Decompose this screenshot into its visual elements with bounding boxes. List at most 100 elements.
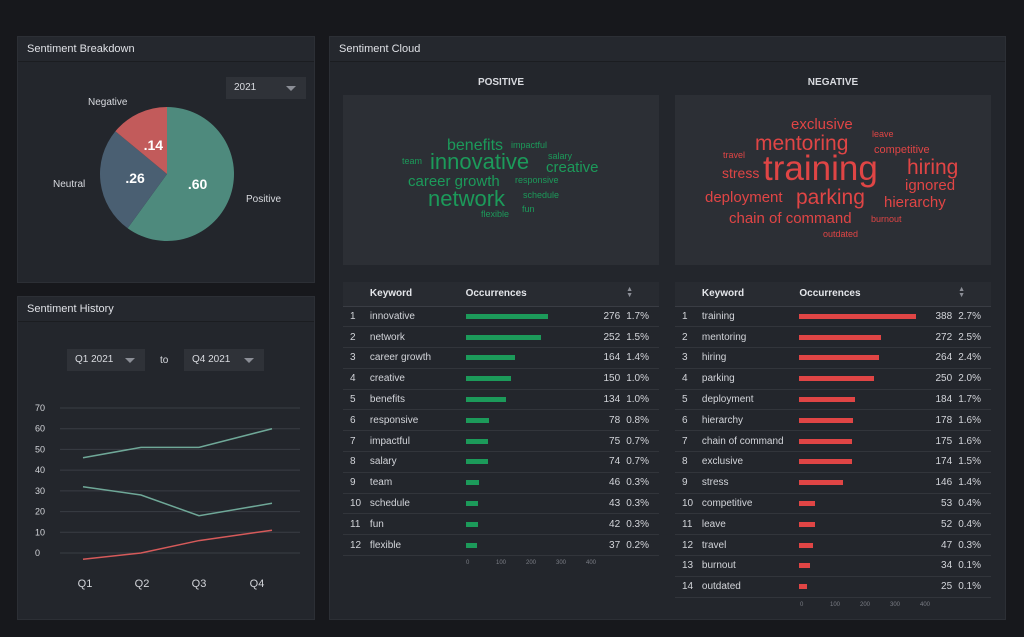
table-row[interactable]: 4 creative 150 1.0% xyxy=(343,368,659,390)
table-row[interactable]: 12 travel 47 0.3% xyxy=(675,534,991,557)
table-row[interactable]: 8 salary 74 0.7% xyxy=(343,451,659,473)
table-row[interactable]: 6 responsive 78 0.8% xyxy=(343,409,659,432)
table-row[interactable]: 5 deployment 184 1.7% xyxy=(675,389,991,411)
count-cell: 52 xyxy=(927,513,959,536)
table-row[interactable]: 9 stress 146 1.4% xyxy=(675,472,991,494)
sort-icon[interactable]: ▲ ▼ xyxy=(626,286,634,300)
bar-cell xyxy=(799,493,928,515)
bar-cell xyxy=(799,513,928,536)
cloud-word: deployment xyxy=(705,189,783,206)
table-row[interactable]: 2 mentoring 272 2.5% xyxy=(675,326,991,349)
table-row[interactable]: 7 chain of command 175 1.6% xyxy=(675,430,991,453)
bar-cell xyxy=(465,493,596,515)
occurrence-bar xyxy=(799,417,853,423)
keyword-cell: benefits xyxy=(369,389,466,411)
percent-cell: 2.0% xyxy=(958,368,991,390)
occurrence-bar xyxy=(799,376,875,382)
rank-header xyxy=(343,282,370,307)
y-tick-label: 10 xyxy=(35,527,45,537)
rank-cell: 11 xyxy=(343,513,370,536)
percent-cell: 2.5% xyxy=(958,326,991,349)
x-tick-label: Q1 xyxy=(78,578,93,590)
table-row[interactable]: 3 career growth 164 1.4% xyxy=(343,347,659,369)
table-row[interactable]: 12 flexible 37 0.2% xyxy=(343,534,659,557)
keyword-cell: innovative xyxy=(369,306,466,328)
pie-slice-negative[interactable] xyxy=(115,107,167,174)
keyword-cell: training xyxy=(701,306,800,328)
cloud-word: innovative xyxy=(430,149,530,174)
count-cell: 47 xyxy=(927,534,959,557)
percent-cell: 1.5% xyxy=(626,326,659,349)
count-cell: 134 xyxy=(595,389,627,411)
occurrence-bar xyxy=(799,542,814,548)
table-row[interactable]: 5 benefits 134 1.0% xyxy=(343,389,659,411)
sort-icon[interactable]: ▲ ▼ xyxy=(958,286,966,300)
table-row[interactable]: 10 schedule 43 0.3% xyxy=(343,493,659,515)
bar-cell xyxy=(465,409,596,432)
occurrence-bar xyxy=(465,480,480,486)
occurrence-bar xyxy=(799,334,881,340)
keyword-cell: flexible xyxy=(369,534,466,557)
keyword-header[interactable]: Keyword xyxy=(369,282,466,307)
year-dropdown[interactable]: 2021 xyxy=(226,77,306,99)
count-cell: 276 xyxy=(595,306,627,328)
bar-cell xyxy=(799,576,928,598)
occurrence-bar xyxy=(465,542,477,548)
percent-cell: 0.3% xyxy=(626,513,659,536)
panel-title: Sentiment History xyxy=(18,297,314,322)
pie-slice-positive[interactable] xyxy=(127,107,235,242)
count-cell: 184 xyxy=(927,389,959,411)
percent-cell: 0.3% xyxy=(958,534,991,557)
sort-header[interactable]: ▲ ▼ xyxy=(626,282,659,307)
cloud-word: burnout xyxy=(871,214,902,224)
occurrences-header[interactable]: Occurrences xyxy=(799,282,928,307)
table-row[interactable]: 2 network 252 1.5% xyxy=(343,326,659,349)
table-row[interactable]: 8 exclusive 174 1.5% xyxy=(675,451,991,473)
keyword-cell: team xyxy=(369,472,466,494)
percent-cell: 1.6% xyxy=(958,430,991,453)
count-cell: 264 xyxy=(927,347,959,369)
table-row[interactable]: 11 leave 52 0.4% xyxy=(675,513,991,536)
occurrences-header[interactable]: Occurrences xyxy=(465,282,596,307)
table-row[interactable]: 1 training 388 2.7% xyxy=(675,306,991,328)
pie-slice-neutral[interactable] xyxy=(99,131,167,229)
chevron-down-icon xyxy=(125,358,135,363)
percent-cell: 0.2% xyxy=(626,534,659,557)
y-tick-label: 50 xyxy=(35,444,45,454)
rank-cell: 6 xyxy=(675,409,702,432)
positive-keyword-table: Keyword Occurrences ▲ ▼ 1 innovative 276 1.7… xyxy=(343,282,659,557)
to-quarter-dropdown[interactable]: Q4 2021 xyxy=(184,349,264,371)
sort-header[interactable]: ▲ ▼ xyxy=(958,282,991,307)
count-cell: 34 xyxy=(927,555,959,577)
rank-cell: 6 xyxy=(343,409,370,432)
keyword-header[interactable]: Keyword xyxy=(701,282,800,307)
table-row[interactable]: 7 impactful 75 0.7% xyxy=(343,430,659,453)
table-row[interactable]: 9 team 46 0.3% xyxy=(343,472,659,494)
table-row[interactable]: 4 parking 250 2.0% xyxy=(675,368,991,390)
count-cell: 146 xyxy=(927,472,959,494)
negative-heading: NEGATIVE xyxy=(807,77,859,88)
percent-cell: 0.7% xyxy=(626,430,659,453)
table-row[interactable]: 1 innovative 276 1.7% xyxy=(343,306,659,328)
pie-value-label: .26 xyxy=(125,170,145,186)
table-row[interactable]: 6 hierarchy 178 1.6% xyxy=(675,409,991,432)
percent-cell: 0.7% xyxy=(626,451,659,473)
bar-cell xyxy=(465,430,596,453)
sentiment-breakdown-panel: Sentiment Breakdown 2021 .60 .26 .14 Negat… xyxy=(17,36,315,283)
table-row[interactable]: 14 outdated 25 0.1% xyxy=(675,576,991,598)
cloud-word: training xyxy=(763,149,878,188)
table-row[interactable]: 10 competitive 53 0.4% xyxy=(675,493,991,515)
occurrence-bar xyxy=(799,313,916,319)
table-row[interactable]: 11 fun 42 0.3% xyxy=(343,513,659,536)
count-cell: 78 xyxy=(595,409,627,432)
bar-cell xyxy=(799,555,928,577)
table-row[interactable]: 3 hiring 264 2.4% xyxy=(675,347,991,369)
positive-word-cloud: benefits impactful salary team innovativ… xyxy=(343,95,659,265)
table-row[interactable]: 13 burnout 34 0.1% xyxy=(675,555,991,577)
count-cell: 272 xyxy=(927,326,959,349)
y-tick-label: 0 xyxy=(35,548,40,558)
bar-cell xyxy=(799,534,928,557)
from-quarter-dropdown[interactable]: Q1 2021 xyxy=(67,349,145,371)
count-cell: 46 xyxy=(595,472,627,494)
percent-cell: 1.6% xyxy=(958,409,991,432)
